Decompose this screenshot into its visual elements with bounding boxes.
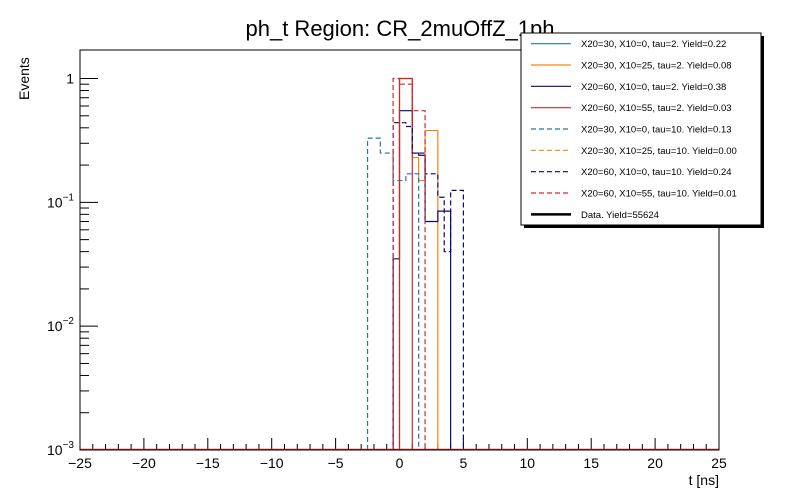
series-4-line <box>398 77 413 450</box>
series-3-line <box>392 110 452 450</box>
x-tick-label: 15 <box>583 455 599 471</box>
y-tick-label: 10−3 <box>47 440 74 458</box>
series-8-line <box>392 77 426 450</box>
x-tick-label: 0 <box>396 455 404 471</box>
series-7-line <box>392 122 464 450</box>
y-tick-label: 10−1 <box>47 192 74 210</box>
legend-label: X20=60, X10=55, tau=10. Yield=0.01 <box>581 189 737 200</box>
legend-label: X20=30, X10=0, tau=2. Yield=0.22 <box>581 39 726 50</box>
legend-label: X20=60, X10=55, tau=2. Yield=0.03 <box>581 103 732 114</box>
legend-label: Data. Yield=55624 <box>581 210 659 221</box>
x-tick-label: −20 <box>132 455 156 471</box>
x-tick-label: −5 <box>328 455 344 471</box>
chart-title: ph_t Region: CR_2muOffZ_1ph <box>246 16 555 41</box>
x-tick-label: 10 <box>520 455 536 471</box>
x-tick-label: −25 <box>68 455 92 471</box>
x-tick-label: −10 <box>260 455 284 471</box>
legend-label: X20=30, X10=0, tau=10. Yield=0.13 <box>581 125 732 136</box>
legend-label: X20=30, X10=25, tau=2. Yield=0.08 <box>581 61 732 72</box>
x-axis-label: t [ns] <box>689 472 719 488</box>
x-tick-label: −15 <box>196 455 220 471</box>
legend-label: X20=60, X10=0, tau=10. Yield=0.24 <box>581 167 732 178</box>
x-tick-label: 25 <box>711 455 727 471</box>
y-axis-label: Events <box>16 57 32 100</box>
plot-frame <box>79 49 720 451</box>
tick-labels: −25 −20 −15 −10 −5 0 5 10 15 20 25 1 10−1 10−2 10−3 <box>47 71 727 471</box>
y-tick-label: 10−2 <box>47 316 74 334</box>
legend: X20=30, X10=0, tau=2. Yield=0.22 X20=30, … <box>520 32 764 228</box>
series-5-line <box>366 137 420 450</box>
x-tick-label: 5 <box>460 455 468 471</box>
y-tick-label: 1 <box>66 71 74 87</box>
x-tick-label: 20 <box>647 455 663 471</box>
legend-label: X20=30, X10=25, tau=10. Yield=0.00 <box>581 146 737 157</box>
legend-label: X20=60, X10=0, tau=2. Yield=0.38 <box>581 82 726 93</box>
